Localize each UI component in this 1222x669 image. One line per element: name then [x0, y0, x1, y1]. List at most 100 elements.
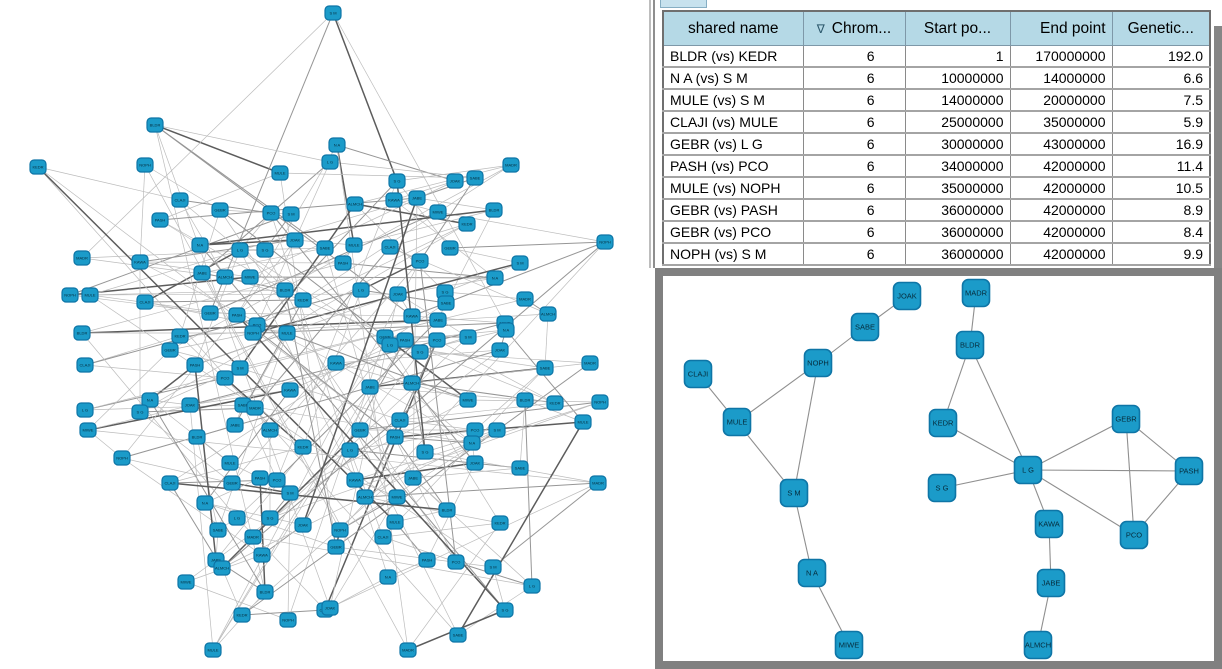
network-node[interactable]: KEDR: [458, 216, 476, 232]
network-node[interactable]: CLAJI: [136, 294, 154, 310]
network-node[interactable]: JOAK: [181, 397, 199, 413]
network-node[interactable]: KEDR: [29, 159, 47, 175]
column-header-chrom-[interactable]: ∇ Chrom...: [802, 10, 906, 46]
network-node[interactable]: SABE: [437, 295, 455, 311]
node-shape[interactable]: [226, 417, 244, 433]
network-node[interactable]: SABE: [316, 240, 334, 256]
network-node[interactable]: N A: [191, 237, 209, 253]
network-node[interactable]: SABE: [536, 360, 554, 376]
table-row[interactable]: BLDR (vs) KEDR 6 1 170000000 192.0: [663, 45, 1211, 68]
subnetwork-canvas[interactable]: JOAK SABE NOPH CLAJI MULE S M N A MIWE MADR BLDR K…: [663, 276, 1214, 661]
node-shape[interactable]: [411, 344, 429, 360]
node-shape[interactable]: [546, 395, 564, 411]
node-shape[interactable]: [391, 412, 409, 428]
node-shape[interactable]: [502, 157, 520, 173]
network-node[interactable]: PASH: [418, 552, 436, 568]
network-node[interactable]: CLAJI: [374, 529, 392, 545]
network-node[interactable]: NOPH: [136, 157, 154, 173]
node-shape[interactable]: [511, 255, 529, 271]
node-shape[interactable]: [484, 559, 502, 575]
network-node[interactable]: SABE: [466, 170, 484, 186]
network-node[interactable]: PCO: [262, 205, 280, 221]
network-node[interactable]: S G: [411, 344, 429, 360]
network-node[interactable]: NOPH: [331, 522, 349, 538]
network-node[interactable]: KEDR: [491, 515, 509, 531]
network-node[interactable]: MIWE: [177, 574, 195, 590]
node-shape[interactable]: [262, 205, 280, 221]
network-node[interactable]: NOPH: [596, 234, 614, 250]
network-node[interactable]: CLAJI: [171, 192, 189, 208]
network-node[interactable]: L G: [231, 242, 249, 258]
network-node[interactable]: N A: [486, 270, 504, 286]
node-shape[interactable]: [282, 206, 300, 222]
network-node[interactable]: L G: [381, 337, 399, 353]
node-shape[interactable]: [76, 357, 94, 373]
node-shape[interactable]: [496, 602, 514, 618]
network-node[interactable]: MULE: [271, 165, 289, 181]
network-node[interactable]: KEDR: [233, 607, 251, 623]
node-shape[interactable]: [209, 522, 227, 538]
node-shape[interactable]: [428, 332, 446, 348]
node-shape[interactable]: [539, 306, 557, 322]
network-node[interactable]: NOPH: [244, 325, 262, 341]
network-node[interactable]: PCO: [411, 253, 429, 269]
node-shape[interactable]: [411, 253, 429, 269]
network-node[interactable]: GEBR: [161, 342, 179, 358]
node-joak[interactable]: JOAK: [892, 281, 922, 311]
node-shape[interactable]: [955, 330, 985, 360]
node-shape[interactable]: [1036, 568, 1066, 598]
table-row[interactable]: MULE (vs) NOPH 6 35000000 42000000 10.5: [663, 177, 1211, 200]
network-node[interactable]: BLDR: [276, 282, 294, 298]
node-shape[interactable]: [81, 287, 99, 303]
network-node[interactable]: MULE: [345, 237, 363, 253]
node-shape[interactable]: [596, 234, 614, 250]
node-shape[interactable]: [294, 439, 312, 455]
network-node[interactable]: BLDR: [146, 117, 164, 133]
node-shape[interactable]: [271, 165, 289, 181]
network-node[interactable]: PASH: [228, 307, 246, 323]
network-node[interactable]: CLAJI: [161, 475, 179, 491]
network-node[interactable]: S M: [231, 360, 249, 376]
node-shape[interactable]: [278, 325, 296, 341]
node-shape[interactable]: [29, 159, 47, 175]
node-shape[interactable]: [196, 495, 214, 511]
network-node[interactable]: SABE: [449, 627, 467, 643]
network-node[interactable]: MIWE: [79, 422, 97, 438]
node-shape[interactable]: [327, 355, 345, 371]
network-node[interactable]: BLDR: [188, 429, 206, 445]
node-shape[interactable]: [346, 472, 364, 488]
node-shape[interactable]: [374, 529, 392, 545]
node-shape[interactable]: [346, 196, 364, 212]
node-shape[interactable]: [459, 329, 477, 345]
network-node[interactable]: JOAK: [466, 455, 484, 471]
node-shape[interactable]: [281, 382, 299, 398]
node-shape[interactable]: [136, 294, 154, 310]
network-node[interactable]: JOAK: [294, 517, 312, 533]
node-shape[interactable]: [193, 265, 211, 281]
subnetwork-panel[interactable]: JOAK SABE NOPH CLAJI MULE S M N A MIWE MADR BLDR K…: [655, 268, 1222, 669]
node-shape[interactable]: [251, 470, 269, 486]
node-shape[interactable]: [379, 569, 397, 585]
network-node[interactable]: L G: [523, 578, 541, 594]
node-shape[interactable]: [1023, 630, 1053, 660]
node-shape[interactable]: [161, 475, 179, 491]
network-node[interactable]: CLAJI: [76, 357, 94, 373]
network-node[interactable]: KEDR: [171, 328, 189, 344]
node-shape[interactable]: [324, 5, 342, 21]
node-shape[interactable]: [581, 355, 599, 371]
network-node[interactable]: PCO: [216, 370, 234, 386]
node-shape[interactable]: [276, 282, 294, 298]
network-node[interactable]: MADR: [244, 529, 262, 545]
node-shape[interactable]: [151, 212, 169, 228]
node-shape[interactable]: [488, 422, 506, 438]
node-shape[interactable]: [244, 529, 262, 545]
node-shape[interactable]: [574, 414, 592, 430]
node-shape[interactable]: [516, 392, 534, 408]
node-shape[interactable]: [437, 295, 455, 311]
node-shape[interactable]: [261, 422, 279, 438]
network-node[interactable]: ALMCH: [216, 269, 234, 285]
network-node[interactable]: KAWA: [346, 472, 364, 488]
node-shape[interactable]: [399, 642, 417, 658]
network-node[interactable]: JOAK: [491, 342, 509, 358]
